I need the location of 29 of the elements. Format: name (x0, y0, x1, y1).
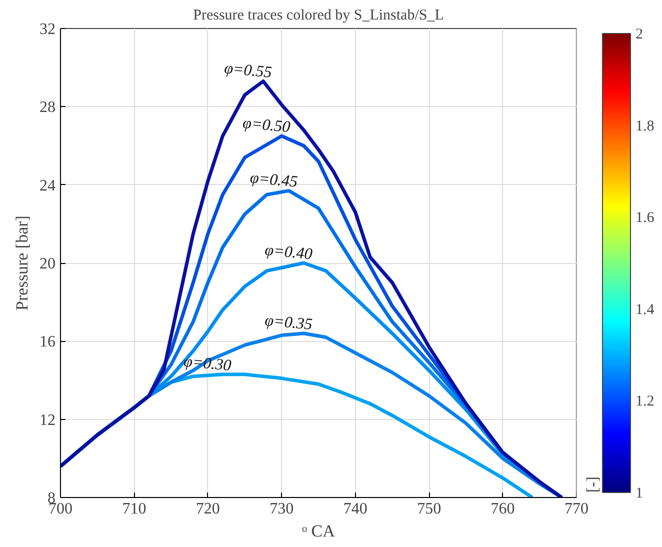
color-bar-label: 1.4 (636, 302, 655, 318)
y-tick-label: 20 (40, 256, 56, 272)
y-tick-label: 12 (40, 412, 56, 429)
text: φ=0.45 (249, 170, 298, 191)
x-tick-label: 710 (122, 500, 146, 518)
y-tick-label: 24 (40, 177, 56, 194)
text: φ=0.55 (223, 60, 272, 82)
x-tick-label: 770 (564, 500, 588, 518)
y-tick-label: 32 (40, 21, 56, 38)
color-bar-label: 2 (636, 26, 643, 42)
chart-title: Pressure traces colored by S_Linstab/S_L (193, 8, 444, 24)
text: φ=0.50 (242, 114, 291, 136)
y-axis-title: Pressure [bar] (12, 216, 32, 310)
x-tick-label: 740 (343, 500, 368, 518)
color-bar-label: 1 (636, 486, 643, 502)
y-tick-label: 28 (40, 99, 56, 116)
x-tick-label: 750 (417, 500, 442, 518)
color-bar-label: 1.8 (636, 118, 654, 134)
color-bar-title: [-] (584, 476, 602, 492)
x-axis-title: ᵒ CA (302, 522, 336, 540)
x-tick-label: 720 (196, 500, 220, 518)
text: φ=0.40 (264, 242, 314, 264)
color-bar-label: 1.2 (636, 394, 654, 410)
y-tick-label: 16 (40, 334, 56, 351)
color-bar-label: 1.6 (636, 210, 655, 226)
text: φ=0.35 (264, 312, 314, 334)
x-tick-label: 730 (270, 500, 294, 518)
text: φ=0.30 (182, 353, 232, 375)
x-tick-label: 760 (490, 500, 515, 518)
